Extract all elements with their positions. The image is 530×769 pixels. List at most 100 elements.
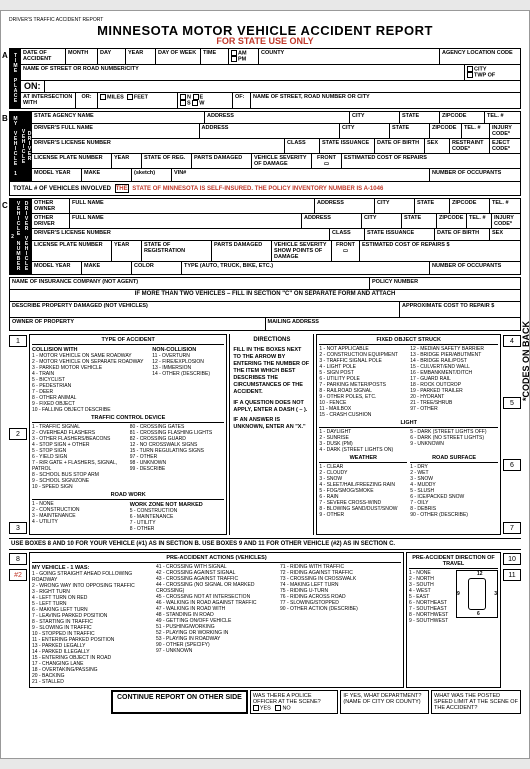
- b-plateyr[interactable]: YEAR: [112, 154, 142, 168]
- box-8[interactable]: 8: [9, 553, 27, 565]
- b-lic[interactable]: DRIVER'S LICENSE NUMBER: [32, 139, 285, 153]
- b-dob[interactable]: DATE OF BIRTH: [375, 139, 425, 153]
- b-vin[interactable]: VIN#: [172, 169, 430, 181]
- label-county[interactable]: COUNTY: [259, 49, 440, 64]
- b-injury[interactable]: INJURY CODE*: [490, 124, 520, 138]
- c-a2[interactable]: ADDRESS: [302, 214, 362, 228]
- c-fn2[interactable]: FULL NAME: [70, 214, 302, 228]
- b-statereg[interactable]: STATE OF REG.: [142, 154, 192, 168]
- b-plate[interactable]: LICENSE PLATE NUMBER: [32, 154, 112, 168]
- box-7[interactable]: 7: [503, 522, 521, 534]
- b-occ[interactable]: NUMBER OF OCCUPANTS: [430, 169, 520, 181]
- c-fn1[interactable]: FULL NAME: [70, 199, 315, 213]
- box-2[interactable]: 2: [9, 428, 27, 440]
- c-s2[interactable]: STATE: [402, 214, 437, 228]
- b-eject[interactable]: EJECT CODE*: [490, 139, 520, 153]
- speed-q[interactable]: WHAT WAS THE POSTED SPEED LIMIT AT THE S…: [431, 690, 521, 714]
- b-my[interactable]: MODEL YEAR: [32, 169, 82, 181]
- or-label: OR:: [76, 93, 98, 108]
- c-type[interactable]: TYPE (AUTO, TRUCK, BIKE, ETC.): [182, 262, 430, 274]
- c-c1[interactable]: CITY: [375, 199, 415, 213]
- box-6[interactable]: 6: [503, 459, 521, 471]
- c-yr[interactable]: YEAR: [112, 241, 142, 261]
- c-z2[interactable]: ZIPCODE: [437, 214, 467, 228]
- police-q[interactable]: WAS THERE A POLICE OFFICER AT THE SCENE?…: [250, 690, 339, 714]
- b-address[interactable]: ADDRESS: [205, 112, 350, 123]
- c-sev[interactable]: VEHICLE SEVERITY SHOW POINTS OF DAMAGE: [272, 241, 332, 261]
- c-t2[interactable]: TEL. #: [467, 214, 492, 228]
- c-color[interactable]: COLOR: [132, 262, 182, 274]
- b-stateiss[interactable]: STATE ISSUANCE: [320, 139, 375, 153]
- dist[interactable]: MILES FEET: [98, 93, 178, 108]
- b-parts[interactable]: PARTS DAMAGED: [192, 154, 252, 168]
- c-inj[interactable]: INJURY CODE*: [492, 214, 520, 228]
- on-field[interactable]: [45, 81, 521, 92]
- c-class[interactable]: CLASS: [330, 229, 365, 240]
- c-sex[interactable]: SEX: [490, 229, 520, 240]
- total-box[interactable]: THE: [115, 184, 129, 193]
- box-5[interactable]: 5: [503, 397, 521, 409]
- driver-name[interactable]: DRIVER'S FULL NAME: [32, 124, 200, 138]
- c-dob[interactable]: DATE OF BIRTH: [435, 229, 490, 240]
- box-10[interactable]: 10: [503, 553, 521, 565]
- c-occ[interactable]: NUMBER OF OCCUPANTS: [430, 262, 520, 274]
- label-agency-code[interactable]: AGENCY LOCATION CODE: [440, 49, 520, 64]
- label-date: DATE OF ACCIDENT: [21, 49, 66, 64]
- city-twp[interactable]: CITYTWP OF: [465, 65, 520, 80]
- agency-name[interactable]: STATE AGENCY NAME: [32, 112, 205, 123]
- c-a1[interactable]: ADDRESS: [315, 199, 375, 213]
- ampm[interactable]: AMPM: [229, 49, 259, 64]
- box-1[interactable]: 1: [9, 335, 27, 347]
- b-zip2[interactable]: ZIPCODE: [430, 124, 462, 138]
- c-sr[interactable]: STATE OF REGISTRATION: [142, 241, 212, 261]
- label-dow[interactable]: DAY OF WEEK: [156, 49, 201, 64]
- box-9[interactable]: #2: [9, 569, 27, 581]
- ins-name[interactable]: NAME OF INSURANCE COMPANY (NOT AGENT): [10, 278, 370, 289]
- c-si[interactable]: STATE ISSUANCE: [365, 229, 435, 240]
- policy[interactable]: POLICY NUMBER: [370, 278, 520, 289]
- b-city2[interactable]: CITY: [340, 124, 390, 138]
- prop-dmg[interactable]: DESCRIBE PROPERTY DAMAGED (NOT VEHICLES): [10, 302, 400, 317]
- b-sketch[interactable]: (sketch): [132, 169, 172, 181]
- label-year[interactable]: YEAR: [126, 49, 156, 64]
- b-front: FRONT▭: [312, 154, 342, 168]
- b-sex[interactable]: SEX: [425, 139, 450, 153]
- c-z1[interactable]: ZIPCODE: [450, 199, 490, 213]
- b-state2[interactable]: STATE: [390, 124, 430, 138]
- b-make[interactable]: MAKE: [82, 169, 132, 181]
- label-street[interactable]: NAME OF STREET OR ROAD NUMBER/CITY: [21, 65, 465, 80]
- box-4[interactable]: 4: [503, 335, 521, 347]
- c-plate[interactable]: LICENSE PLATE NUMBER: [32, 241, 112, 261]
- c-my[interactable]: MODEL YEAR: [32, 262, 82, 274]
- label-day[interactable]: DAY: [98, 49, 126, 64]
- c-pd[interactable]: PARTS DAMAGED: [212, 241, 272, 261]
- b-tel2[interactable]: TEL. #: [462, 124, 490, 138]
- dept-q[interactable]: IF YES, WHAT DEPARTMENT? (NAME OF CITY O…: [340, 690, 429, 714]
- section-a-letter: A: [2, 51, 8, 60]
- label-month[interactable]: MONTH: [66, 49, 98, 64]
- b-zip[interactable]: ZIPCODE: [440, 112, 485, 123]
- b-class[interactable]: CLASS: [285, 139, 320, 153]
- b-restraint[interactable]: RESTRAINT CODE*: [450, 139, 490, 153]
- box-3[interactable]: 3: [9, 522, 27, 534]
- box-11[interactable]: 11: [503, 569, 521, 581]
- c-est[interactable]: ESTIMATED COST OF REPAIRS $: [360, 241, 520, 261]
- c-lic[interactable]: DRIVER'S LICENSE NUMBER: [32, 229, 330, 240]
- b-city[interactable]: CITY: [350, 112, 400, 123]
- c-make[interactable]: MAKE: [82, 262, 132, 274]
- c-c2[interactable]: CITY: [362, 214, 402, 228]
- nesw[interactable]: N ES W: [178, 93, 233, 108]
- b-sev[interactable]: VEHICLE SEVERITY OF DAMAGE: [252, 154, 312, 168]
- b-addr2[interactable]: ADDRESS: [200, 124, 340, 138]
- label-time[interactable]: TIME: [201, 49, 229, 64]
- b-state[interactable]: STATE: [400, 112, 440, 123]
- c-s1[interactable]: STATE: [415, 199, 450, 213]
- name-street2[interactable]: NAME OF STREET, ROAD NUMBER OR CITY: [251, 93, 520, 108]
- b-tel[interactable]: TEL. #: [485, 112, 520, 123]
- c-t1[interactable]: TEL. #: [490, 199, 520, 213]
- b-est[interactable]: ESTIMATED COST OF REPAIRS: [342, 154, 520, 168]
- owner-prop[interactable]: OWNER OF PROPERTY: [10, 318, 266, 330]
- mailing[interactable]: MAILING ADDRESS: [266, 318, 521, 330]
- approx-cost[interactable]: APPROXIMATE COST TO REPAIR $: [400, 302, 520, 317]
- pre-actions: PRE-ACCIDENT ACTIONS (VEHICLES) MY VEHIC…: [29, 552, 404, 688]
